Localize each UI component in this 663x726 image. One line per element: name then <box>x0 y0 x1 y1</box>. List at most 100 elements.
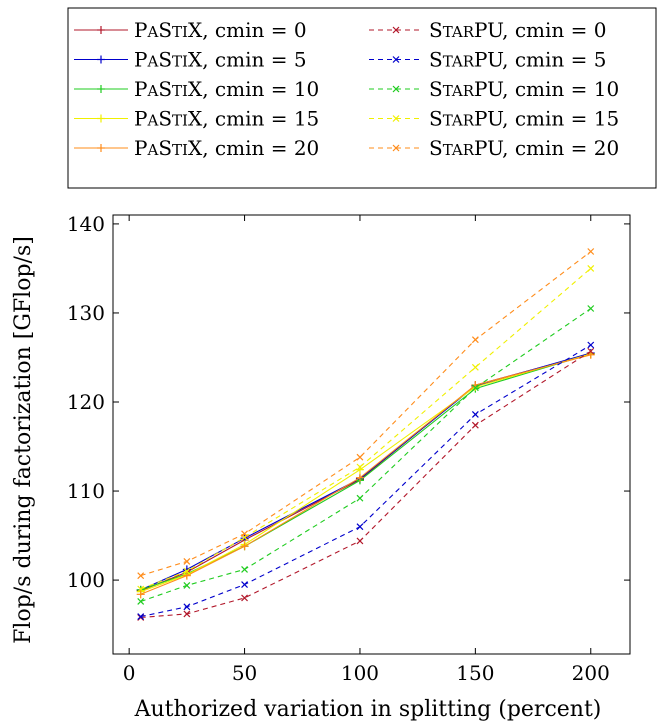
x-tick-label: 100 <box>341 661 379 685</box>
series-starpu-cmin-15 <box>137 265 595 593</box>
data-point-b <box>241 594 248 602</box>
legend-label: PASTIX, cmin = 5 <box>134 48 307 72</box>
data-point <box>587 347 595 355</box>
data-point-b <box>137 585 145 593</box>
data-point <box>587 248 595 255</box>
legend-label-part: P <box>134 107 147 131</box>
data-point-b <box>471 421 479 429</box>
series-pastix-cmin-10 <box>136 349 595 594</box>
data-point <box>183 567 191 575</box>
data-point-b <box>471 411 479 418</box>
legend-label: PASTIX, cmin = 0 <box>134 18 307 42</box>
data-point <box>240 542 249 551</box>
series-line <box>140 344 592 618</box>
data-point <box>241 581 248 588</box>
legend-swatch-marker-b <box>392 85 400 93</box>
legend-label-part: TI <box>172 112 188 130</box>
data-point <box>182 571 191 580</box>
legend-label-part: S <box>158 77 172 101</box>
data-point-b <box>137 614 145 621</box>
series-line <box>140 352 591 591</box>
legend-label-part: PU <box>474 18 503 42</box>
legend-label-part: S <box>158 18 172 42</box>
legend-label-part: PU <box>474 48 503 72</box>
legend-label-rest: , cmin = 20 <box>202 136 319 160</box>
legend-label-part: TAR <box>443 112 475 130</box>
legend-label-part: S <box>158 48 172 72</box>
data-point-b <box>137 572 145 580</box>
data-point-b <box>587 347 595 355</box>
legend-label-part: PU <box>474 107 503 131</box>
data-point <box>587 341 595 349</box>
data-point <box>586 350 595 359</box>
data-point-b <box>183 567 191 575</box>
legend-item-pastix-cmin-0: PASTIX, cmin = 0 <box>74 18 307 42</box>
data-point-b <box>241 581 248 588</box>
plot-frame <box>112 214 631 655</box>
legend-label-rest: , cmin = 20 <box>502 136 619 160</box>
x-tick-label: 50 <box>232 661 257 685</box>
series-pastix-cmin-0 <box>136 349 595 595</box>
legend-label-part: P <box>134 136 147 160</box>
legend-swatch-marker-b <box>392 144 400 152</box>
legend-label-rest: , cmin = 0 <box>502 18 606 42</box>
legend-label-part: X <box>188 48 203 72</box>
legend-label-part: S <box>158 136 172 160</box>
series-line <box>140 350 592 619</box>
data-point <box>471 336 479 344</box>
legend-swatch-marker <box>392 26 400 34</box>
legend-label-part: TAR <box>443 141 475 159</box>
series-pastix-cmin-5 <box>136 349 595 594</box>
x-tick-label: 200 <box>572 661 610 685</box>
legend-swatch-marker <box>392 56 400 63</box>
legend-label-rest: , cmin = 10 <box>502 77 619 101</box>
data-point-b <box>471 384 479 392</box>
series-starpu-cmin-5 <box>137 341 595 621</box>
data-point <box>471 363 479 371</box>
series-line <box>140 353 591 591</box>
legend-swatch-marker <box>392 144 400 152</box>
y-tick-label: 110 <box>67 479 105 503</box>
data-point <box>137 598 145 605</box>
data-point-b <box>137 613 145 621</box>
legend-label-rest: , cmin = 5 <box>502 48 606 72</box>
data-point-b <box>183 582 191 589</box>
data-point <box>356 537 364 545</box>
series-line <box>140 267 592 590</box>
data-point <box>137 614 145 621</box>
data-point <box>183 582 191 589</box>
legend-label-part: P <box>134 18 147 42</box>
legend-item-pastix-cmin-10: PASTIX, cmin = 10 <box>74 77 319 101</box>
data-point-b <box>587 248 595 255</box>
legend-label-part: A <box>146 112 158 130</box>
data-point <box>356 453 364 461</box>
legend-label-rest: , cmin = 15 <box>502 107 619 131</box>
legend-label-part: A <box>146 23 158 41</box>
legend-label-part: S <box>429 18 443 42</box>
series-starpu-cmin-10 <box>137 305 595 605</box>
series-pastix-cmin-20 <box>136 350 595 599</box>
data-point <box>356 494 364 502</box>
data-point-b <box>587 341 595 349</box>
data-point <box>137 585 145 593</box>
legend-label-part: A <box>146 82 158 100</box>
data-point <box>183 603 191 611</box>
legend-label-part: PU <box>474 136 503 160</box>
legend-label-part: TI <box>172 23 188 41</box>
legend-label: PASTIX, cmin = 10 <box>134 77 319 101</box>
series-line <box>140 251 592 577</box>
data-point <box>471 421 479 429</box>
legend-label-rest: , cmin = 5 <box>202 48 306 72</box>
legend-label-part: X <box>188 18 203 42</box>
data-point <box>241 594 248 602</box>
data-point-b <box>471 363 479 371</box>
data-point-b <box>356 463 364 471</box>
legend-label-part: TAR <box>443 53 475 71</box>
legend-label-part: PU <box>474 77 503 101</box>
data-point-b <box>183 557 191 565</box>
data-point-b <box>356 494 364 502</box>
legend-label-part: S <box>429 77 443 101</box>
legend-label-part: X <box>188 107 203 131</box>
y-tick-label: 100 <box>67 568 105 592</box>
data-point-b <box>356 537 364 545</box>
